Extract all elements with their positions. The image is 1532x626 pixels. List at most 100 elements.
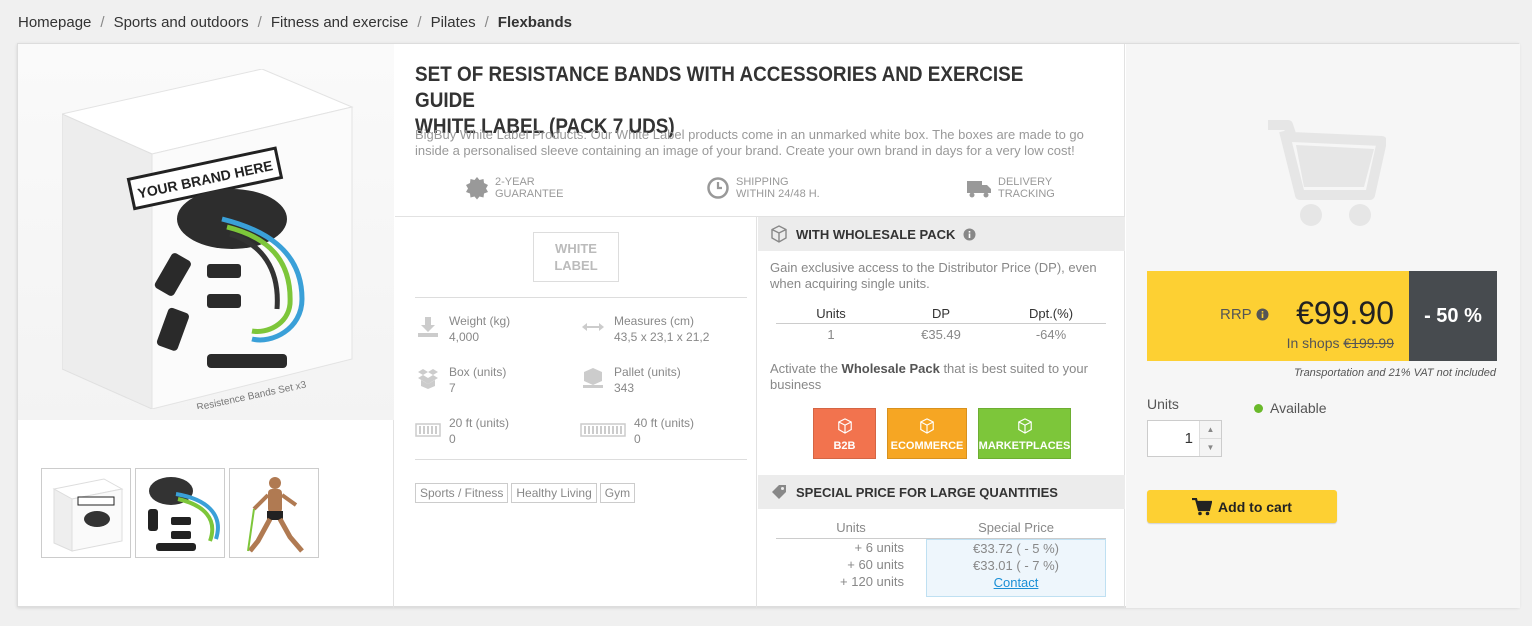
spec-20ft-label: 20 ft (units) (449, 416, 510, 430)
quantity-decrement-button[interactable]: ▼ (1200, 439, 1221, 456)
wholesale-panel: WITH WHOLESALE PACK Gain exclusive acces… (758, 217, 1125, 608)
spec-weight: Weight (kg) 4,000 (415, 313, 510, 345)
breadcrumb-separator: / (100, 14, 105, 31)
pack-b2b-label: B2B (833, 440, 856, 452)
special-price-units: + 6 units + 60 units + 120 units (776, 539, 926, 597)
product-title: SET OF RESISTANCE BANDS WITH ACCESSORIES… (415, 62, 1063, 140)
dp-header-dpt: Dpt.(%) (1028, 306, 1074, 321)
weight-download-icon (418, 317, 438, 337)
sp-units-row: + 120 units (840, 574, 904, 589)
feature-strip: 2-YEAR GUARANTEE SHIPPING WITHIN 24/48 H. … (395, 174, 1125, 214)
pack-marketplaces-button[interactable]: MARKETPLACES (978, 408, 1071, 459)
dp-discount: -64% (1035, 326, 1067, 342)
wholesale-description: Gain exclusive access to the Distributor… (770, 260, 1097, 291)
special-price-header: Units Special Price (776, 517, 1106, 539)
spec-pallet-value: 343 (614, 381, 635, 395)
contact-link[interactable]: Contact (993, 575, 1039, 590)
sp-header-units: Units (836, 520, 866, 535)
units-label: Units (1147, 396, 1179, 412)
spec-weight-label: Weight (kg) (449, 314, 511, 328)
availability: Available (1254, 400, 1327, 416)
breadcrumb-homepage[interactable]: Homepage (18, 14, 92, 31)
dp-header-units: Units (816, 306, 846, 321)
rrp-label: RRP (1220, 306, 1252, 323)
activate-suffix: that is best suited to your business (770, 361, 1088, 392)
feature-shipping-line2: WITHIN 24/48 H. (736, 188, 820, 200)
breadcrumb: Homepage / Sports and outdoors / Fitness… (18, 14, 572, 31)
breadcrumb-separator: / (257, 14, 262, 31)
spec-40ft-value: 0 (634, 432, 641, 446)
divider (395, 216, 1125, 217)
info-icon[interactable] (963, 228, 976, 241)
quantity-input[interactable]: 1 (1184, 430, 1193, 447)
pack-b2b-button[interactable]: B2B (813, 408, 876, 459)
breadcrumb-fitness[interactable]: Fitness and exercise (270, 14, 409, 31)
spec-40ft-label: 40 ft (units) (634, 416, 695, 430)
pack-ecommerce-button[interactable]: ECOMMERCE (887, 408, 967, 459)
shopping-cart-icon (1268, 120, 1386, 226)
spec-measures-label: Measures (cm) (614, 314, 695, 328)
product-title-line1: SET OF RESISTANCE BANDS WITH ACCESSORIES… (415, 63, 1024, 112)
dp-table: Units DP Dpt.(%) 1 €35.49 -64% (776, 304, 1106, 344)
special-price-heading-text: SPECIAL PRICE FOR LARGE QUANTITIES (796, 484, 1058, 500)
breadcrumb-separator: / (417, 14, 422, 31)
dp-table-header: Units DP Dpt.(%) (776, 304, 1106, 324)
divider (415, 297, 747, 298)
quantity-stepper[interactable]: 1 ▲ ▼ (1147, 420, 1222, 457)
thumbnail-strip (41, 468, 319, 558)
cube-icon (837, 418, 852, 434)
thumbnail-bands[interactable] (135, 468, 225, 558)
feature-guarantee-line2: GUARANTEE (495, 188, 564, 200)
pack-ecommerce-label: ECOMMERCE (890, 440, 964, 452)
activate-prefix: Activate the (770, 361, 842, 376)
thumbnail-box[interactable] (41, 468, 131, 558)
breadcrumb-sports[interactable]: Sports and outdoors (113, 14, 249, 31)
wholesale-heading-text: WITH WHOLESALE PACK (796, 226, 956, 242)
white-label-logo: WHITE LABEL (533, 232, 619, 282)
special-price-body: + 6 units + 60 units + 120 units €33.72 … (776, 539, 1106, 597)
wholesale-activate-text: Activate the Wholesale Pack that is best… (770, 361, 1110, 393)
spec-box-value: 7 (449, 381, 456, 395)
rrp: RRP (1220, 306, 1269, 323)
spec-20ft-value: 0 (449, 432, 456, 446)
spec-pallet: Pallet (units) 343 (580, 364, 681, 396)
breadcrumb-pilates[interactable]: Pilates (430, 14, 476, 31)
thumbnail-athlete[interactable] (229, 468, 319, 558)
cube-icon (920, 418, 934, 434)
tag-sports-fitness[interactable]: Sports / Fitness (415, 483, 509, 503)
gallery: YOUR BRAND HERE Resistence Bands Set x3 (18, 44, 394, 608)
in-shops-old-price: €199.99 (1343, 335, 1394, 351)
special-price-table: Units Special Price + 6 units + 60 units… (776, 517, 1106, 597)
tag-healthy-living[interactable]: Healthy Living (511, 483, 597, 503)
white-label-line2: LABEL (554, 258, 598, 273)
info-icon[interactable] (1256, 308, 1269, 321)
cart-icon (1192, 497, 1213, 515)
pack-buttons: B2B ECOMMERCE MARKETPLACES (813, 408, 1071, 459)
tag-gym[interactable]: Gym (599, 483, 636, 503)
feature-tracking-line1: DELIVERY (998, 176, 1053, 188)
spec-weight-value: 4,000 (449, 330, 480, 344)
in-shops-label: In shops (1286, 335, 1340, 351)
quantity-increment-button[interactable]: ▲ (1200, 421, 1221, 439)
spec-pallet-label: Pallet (units) (614, 365, 681, 379)
divider (415, 459, 747, 460)
vat-note: Transportation and 21% VAT not included (1294, 367, 1496, 379)
breadcrumb-separator: / (484, 14, 489, 31)
pack-marketplaces-label: MARKETPLACES (978, 440, 1071, 452)
price-box: RRP €99.90 In shops €199.99 (1147, 271, 1409, 361)
cube-icon (771, 225, 787, 243)
add-to-cart-button[interactable]: Add to cart (1147, 490, 1337, 523)
main-product-image[interactable]: YOUR BRAND HERE Resistence Bands Set x3 (18, 44, 394, 420)
activate-bold: Wholesale Pack (841, 361, 940, 376)
sp-header-price: Special Price (978, 520, 1054, 535)
product-box-image: YOUR BRAND HERE Resistence Bands Set x3 (62, 69, 354, 409)
spec-box-label: Box (units) (449, 365, 507, 379)
special-price-values: €33.72 ( - 5 %) €33.01 ( - 7 %) Contact (926, 539, 1106, 597)
spec-measures: Measures (cm) 43,5 x 23,1 x 21,2 (580, 313, 709, 345)
spec-measures-value: 43,5 x 23,1 x 21,2 (614, 330, 710, 344)
product-title-line2: WHITE LABEL (PACK 7 UDS) (415, 115, 675, 138)
dp-units: 1 (827, 326, 835, 342)
sp-price-row: €33.72 ( - 5 %) (973, 541, 1059, 556)
feature-guarantee: 2-YEAR GUARANTEE (465, 176, 563, 200)
measures-arrows-icon (582, 323, 604, 331)
